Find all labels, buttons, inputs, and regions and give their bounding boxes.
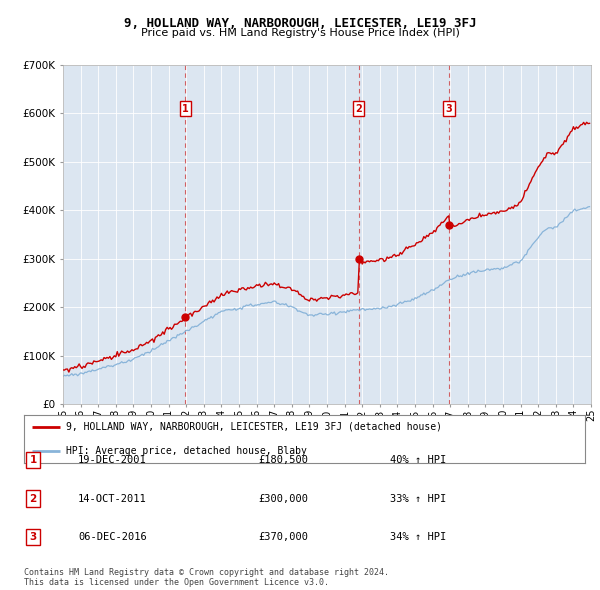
Text: Price paid vs. HM Land Registry's House Price Index (HPI): Price paid vs. HM Land Registry's House …: [140, 28, 460, 38]
Text: 40% ↑ HPI: 40% ↑ HPI: [390, 455, 446, 465]
Text: 3: 3: [29, 532, 37, 542]
Text: Contains HM Land Registry data © Crown copyright and database right 2024.
This d: Contains HM Land Registry data © Crown c…: [24, 568, 389, 587]
Text: 33% ↑ HPI: 33% ↑ HPI: [390, 494, 446, 503]
Text: £180,500: £180,500: [258, 455, 308, 465]
Text: 9, HOLLAND WAY, NARBOROUGH, LEICESTER, LE19 3FJ (detached house): 9, HOLLAND WAY, NARBOROUGH, LEICESTER, L…: [66, 422, 442, 432]
Text: 2: 2: [355, 103, 362, 113]
Text: £370,000: £370,000: [258, 532, 308, 542]
Text: 9, HOLLAND WAY, NARBOROUGH, LEICESTER, LE19 3FJ: 9, HOLLAND WAY, NARBOROUGH, LEICESTER, L…: [124, 17, 476, 30]
Text: 19-DEC-2001: 19-DEC-2001: [78, 455, 147, 465]
Text: 34% ↑ HPI: 34% ↑ HPI: [390, 532, 446, 542]
Text: HPI: Average price, detached house, Blaby: HPI: Average price, detached house, Blab…: [66, 446, 307, 456]
Text: 3: 3: [446, 103, 452, 113]
Text: 06-DEC-2016: 06-DEC-2016: [78, 532, 147, 542]
Text: 1: 1: [29, 455, 37, 465]
Text: 2: 2: [29, 494, 37, 503]
Text: 14-OCT-2011: 14-OCT-2011: [78, 494, 147, 503]
Text: 1: 1: [182, 103, 189, 113]
Text: £300,000: £300,000: [258, 494, 308, 503]
